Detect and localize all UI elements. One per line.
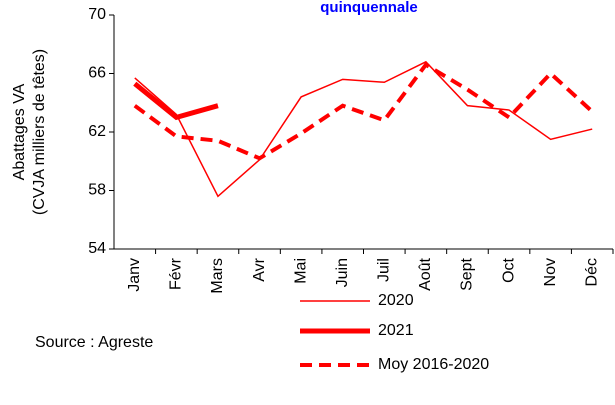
legend-label: 2020 bbox=[378, 292, 414, 309]
y-axis-label: Abattages VA bbox=[11, 83, 28, 180]
y-tick-label: 54 bbox=[88, 240, 106, 257]
x-tick-label: Févr bbox=[168, 257, 185, 290]
x-tick-label: Janv bbox=[126, 258, 143, 292]
x-tick-label: Juil bbox=[376, 258, 393, 282]
x-tick-label: Oct bbox=[500, 257, 517, 282]
source-note: Source : Agreste bbox=[35, 334, 153, 351]
y-axis-label: (CVJA milliers de têtes) bbox=[31, 49, 48, 215]
x-tick-label: Juin bbox=[334, 258, 351, 287]
x-tick-label: Avr bbox=[251, 257, 268, 281]
x-tick-label: Nov bbox=[542, 258, 559, 286]
y-tick-label: 70 bbox=[88, 6, 106, 23]
chart-title: quinquennale bbox=[320, 0, 418, 16]
series-line bbox=[133, 81, 219, 121]
x-tick-label: Sept bbox=[459, 257, 476, 290]
x-tick-label: Déc bbox=[583, 258, 600, 286]
y-tick-label: 66 bbox=[88, 65, 106, 82]
x-tick-label: Mars bbox=[209, 258, 226, 294]
y-tick-label: 58 bbox=[88, 182, 106, 199]
legend-label: 2021 bbox=[378, 322, 414, 339]
x-tick-label: Mai bbox=[292, 258, 309, 284]
x-tick-label: Août bbox=[417, 257, 434, 290]
series-line bbox=[134, 60, 593, 198]
legend-label: Moy 2016-2020 bbox=[378, 356, 489, 373]
series-line bbox=[133, 62, 594, 161]
y-tick-label: 62 bbox=[88, 123, 106, 140]
